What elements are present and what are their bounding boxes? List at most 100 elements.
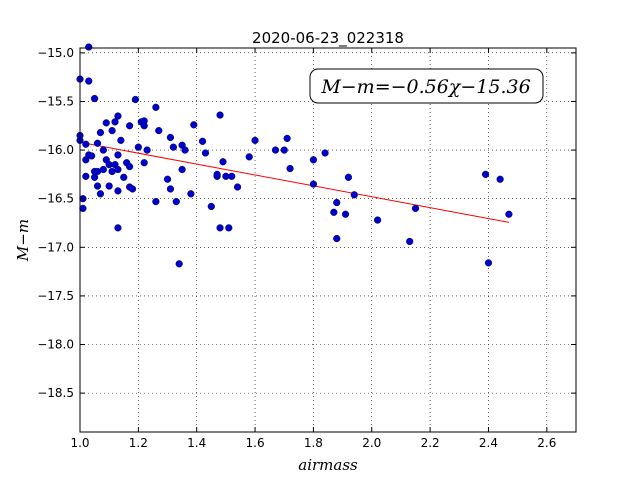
y-tick-label: −18.0	[37, 338, 74, 352]
data-point	[411, 204, 420, 213]
equation-frame	[309, 68, 544, 104]
data-point	[178, 165, 186, 174]
data-point	[111, 118, 119, 126]
data-point	[283, 134, 291, 143]
data-point	[233, 183, 242, 191]
data-point	[155, 127, 163, 135]
y-tick-label: −16.5	[37, 192, 74, 206]
data-point	[374, 216, 382, 224]
data-point	[108, 127, 116, 135]
data-point	[140, 159, 148, 167]
data-point	[114, 165, 122, 174]
data-point	[181, 146, 189, 154]
data-point	[350, 191, 358, 199]
data-point	[85, 43, 93, 51]
data-point	[143, 146, 151, 154]
data-point	[85, 77, 93, 85]
fit-line-group	[79, 141, 509, 223]
data-point	[79, 204, 87, 213]
y-tick-label: −17.5	[37, 289, 74, 303]
data-point	[99, 165, 107, 174]
data-point	[114, 151, 122, 159]
data-point	[105, 182, 113, 190]
data-point	[82, 172, 90, 180]
data-points	[76, 43, 513, 268]
x-tick-label: 2.6	[537, 436, 556, 450]
data-point	[90, 173, 99, 181]
data-point	[187, 190, 195, 198]
data-point	[93, 139, 102, 147]
data-point	[245, 153, 253, 161]
data-point	[216, 224, 224, 232]
data-point	[120, 173, 128, 181]
data-point	[271, 146, 280, 154]
data-point	[102, 119, 110, 127]
data-point	[96, 128, 105, 137]
data-point	[93, 182, 102, 190]
x-tick-label: 2.2	[421, 436, 440, 450]
data-point	[406, 237, 414, 246]
data-point	[126, 122, 134, 130]
data-point	[280, 146, 288, 154]
data-point	[163, 175, 172, 183]
data-point	[251, 136, 259, 144]
data-point	[207, 202, 215, 211]
data-point	[114, 112, 122, 120]
x-axis-label: airmass	[298, 456, 358, 474]
x-tick-label: 1.2	[129, 436, 148, 450]
x-tick-label: 2.4	[479, 436, 498, 450]
data-point	[190, 121, 198, 129]
data-point	[140, 122, 148, 130]
data-point	[88, 152, 96, 160]
data-point	[484, 259, 493, 267]
data-point	[166, 133, 175, 142]
data-point	[496, 175, 504, 183]
data-point	[134, 143, 142, 151]
x-tick-label: 2.0	[362, 436, 381, 450]
data-point	[114, 187, 122, 195]
data-point	[96, 190, 105, 198]
axis-ticks: 1.0 1.2 1.4 1.6 1.8 2.0 2.2 2.4 2.6 −15.0 −15.5 −16…	[37, 46, 576, 450]
fit-equation-box: M−m=−0.56χ−15.36	[309, 68, 544, 104]
data-point	[481, 170, 490, 178]
data-point	[152, 198, 160, 206]
fit-line	[79, 141, 509, 223]
data-point	[126, 163, 134, 171]
data-point	[344, 173, 353, 181]
data-point	[152, 103, 160, 111]
y-tick-label: −17.0	[37, 240, 74, 254]
data-point	[341, 210, 350, 218]
data-point	[333, 198, 341, 207]
data-point	[330, 208, 338, 216]
chart-title: 2020-06-23_022318	[252, 29, 404, 48]
plot-area	[80, 48, 576, 432]
y-tick-label: −18.5	[37, 386, 74, 400]
data-point	[172, 198, 180, 206]
data-point	[309, 180, 318, 188]
x-tick-label: 1.8	[304, 436, 323, 450]
data-point	[90, 94, 99, 103]
data-point	[219, 158, 227, 166]
data-point	[286, 164, 294, 173]
grid-lines	[79, 48, 576, 432]
data-point	[213, 170, 221, 178]
data-point	[169, 143, 177, 151]
data-point	[201, 149, 210, 157]
x-tick-label: 1.0	[70, 436, 89, 450]
plot-frame	[79, 47, 577, 433]
data-point	[225, 224, 233, 232]
data-point	[333, 234, 341, 243]
data-point	[166, 185, 175, 193]
x-tick-label: 1.6	[246, 436, 265, 450]
data-point	[131, 95, 140, 104]
data-point	[309, 156, 318, 164]
data-point	[321, 149, 329, 157]
data-point	[99, 146, 107, 154]
data-point	[175, 260, 183, 268]
data-point	[128, 185, 137, 193]
x-tick-label: 1.4	[187, 436, 206, 450]
data-point	[82, 140, 90, 148]
data-point	[114, 224, 122, 232]
y-tick-label: −15.0	[37, 46, 74, 60]
